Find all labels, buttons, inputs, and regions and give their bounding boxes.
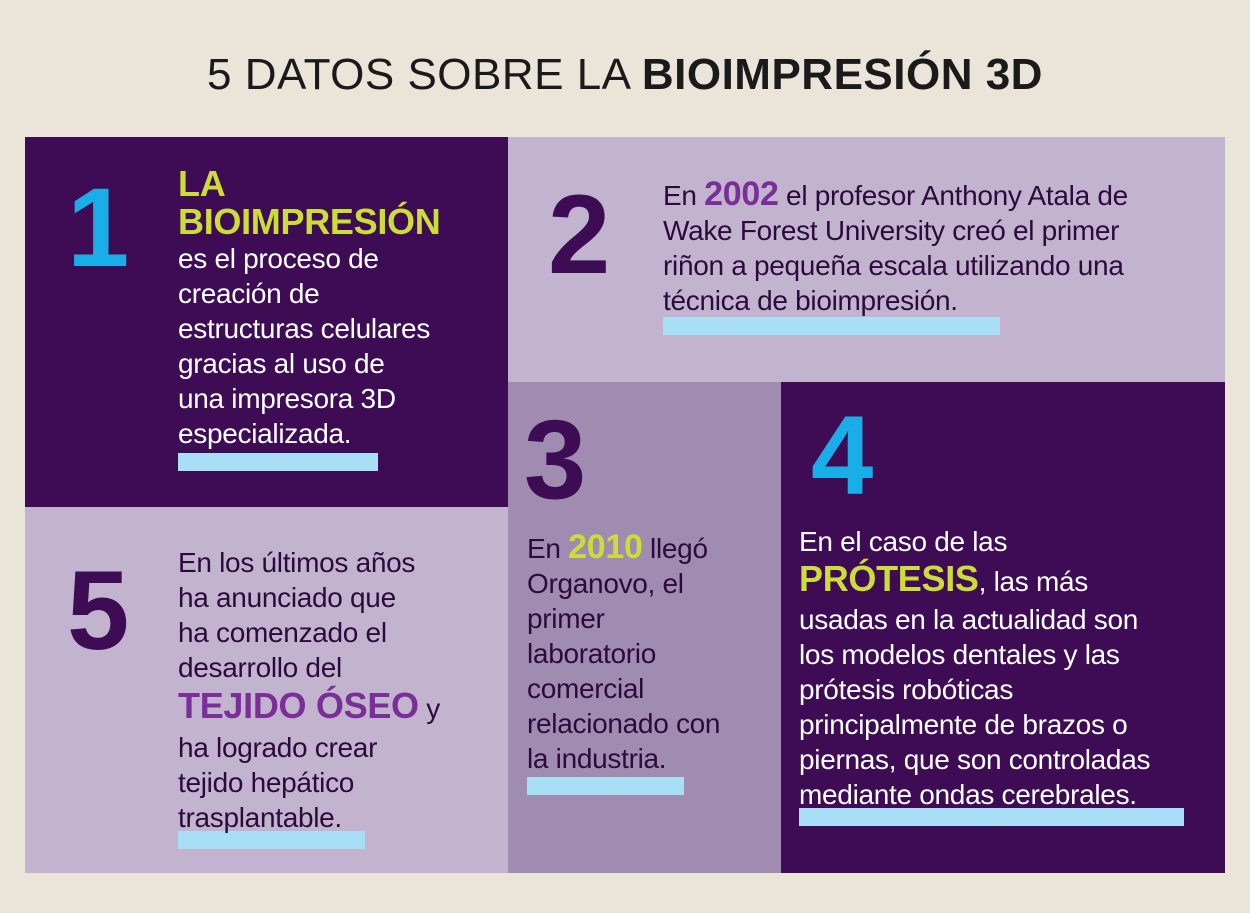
fact-3-year: 2010 (568, 528, 643, 566)
fact-5-line: desarrollo del (178, 652, 342, 683)
fact-2-line: técnica de bioimpresión. (663, 285, 958, 316)
fact-5-line: ha logrado crear (178, 732, 378, 763)
fact-5-line: ha comenzado el (178, 617, 387, 648)
fact-1-line: una impresora 3D (178, 383, 396, 414)
fact-1-line: especializada. (178, 418, 352, 449)
fact-3-line: relacionado con (527, 708, 721, 739)
fact-5-highlight-rest: y (418, 693, 440, 724)
title-bold: BIOIMPRESIÓN 3D (641, 50, 1043, 99)
fact-4-line: principalmente de brazos o (799, 709, 1128, 740)
fact-5-line: tejido hepático (178, 767, 355, 798)
fact-panel-1: 1 LA BIOIMPRESIÓN es el proceso de creac… (25, 137, 508, 507)
fact-2-line: En 2002 el profesor Anthony Atala de (663, 177, 1128, 213)
fact-3-line: la industria. (527, 743, 667, 774)
fact-3-line: comercial (527, 673, 645, 704)
fact-1-line: estructuras celulares (178, 313, 431, 344)
underline-highlight (799, 808, 1184, 826)
fact-4-line2-rest: , las más (978, 566, 1089, 597)
fact-4-line: piernas, que son controladas (799, 744, 1151, 775)
fact-text-5: En los últimos años ha anunciado que ha … (178, 545, 440, 835)
fact-number-2: 2 (548, 172, 611, 297)
underline-highlight (663, 317, 1000, 335)
fact-panel-2: 2 En 2002 el profesor Anthony Atala de W… (508, 137, 1225, 382)
fact-2-line: Wake Forest University creó el primer (663, 215, 1120, 246)
fact-4-line: En el caso de las (799, 526, 1008, 557)
fact-2-line1-rest: el profesor Anthony Atala de (778, 180, 1128, 211)
fact-5-highlight: TEJIDO ÓSEO (178, 685, 419, 726)
fact-1-line: gracias al uso de (178, 348, 385, 379)
underline-highlight (178, 831, 365, 849)
fact-text-2: En 2002 el profesor Anthony Atala de Wak… (663, 177, 1128, 318)
underline-highlight (178, 453, 378, 471)
fact-5-line: TEJIDO ÓSEO y (178, 685, 440, 730)
fact-3-line: laboratorio (527, 638, 657, 669)
fact-5-line: En los últimos años (178, 547, 416, 578)
fact-3-line: primer (527, 603, 605, 634)
fact-panel-5: 5 En los últimos años ha anunciado que h… (25, 507, 508, 873)
fact-text-3: En 2010 llegó Organovo, el primer labora… (527, 530, 721, 776)
fact-number-1: 1 (67, 165, 130, 290)
fact-5-line: trasplantable. (178, 802, 342, 833)
fact-1-line: creación de (178, 278, 320, 309)
title-light: 5 DATOS SOBRE LA (207, 50, 642, 99)
fact-number-4: 4 (811, 393, 874, 518)
fact-panel-4: 4 En el caso de las PRÓTESIS, las más us… (781, 382, 1225, 873)
fact-4-line: mediante ondas cerebrales. (799, 779, 1137, 810)
fact-4-highlight: PRÓTESIS (799, 558, 979, 599)
fact-1-heading-line: BIOIMPRESIÓN (178, 201, 441, 242)
fact-2-line: riñon a pequeña escala utilizando una (663, 250, 1124, 281)
fact-3-line: En 2010 llegó (527, 530, 720, 566)
fact-panel-3: 3 En 2010 llegó Organovo, el primer labo… (508, 382, 781, 873)
fact-4-line: PRÓTESIS, las más (799, 559, 1150, 602)
fact-text-4: En el caso de las PRÓTESIS, las más usad… (799, 524, 1150, 812)
fact-3-line: Organovo, el (527, 568, 684, 599)
fact-3-prefix: En (527, 533, 569, 564)
fact-2-prefix: En (663, 180, 705, 211)
fact-4-line: usadas en la actualidad son (799, 604, 1139, 635)
fact-4-line: los modelos dentales y las (799, 639, 1120, 670)
fact-4-line: prótesis robóticas (799, 674, 1014, 705)
fact-3-line1-rest: llegó (642, 533, 708, 564)
infographic-title: 5 DATOS SOBRE LA BIOIMPRESIÓN 3D (0, 50, 1250, 100)
fact-text-1: LA BIOIMPRESIÓN es el proceso de creació… (178, 163, 441, 451)
fact-1-line: es el proceso de (178, 243, 379, 274)
fact-2-year: 2002 (704, 175, 779, 213)
fact-5-line: ha anunciado que (178, 582, 396, 613)
underline-highlight (527, 777, 684, 795)
fact-1-heading-line: LA (178, 163, 226, 204)
fact-number-3: 3 (524, 397, 587, 522)
fact-number-5: 5 (67, 548, 130, 673)
